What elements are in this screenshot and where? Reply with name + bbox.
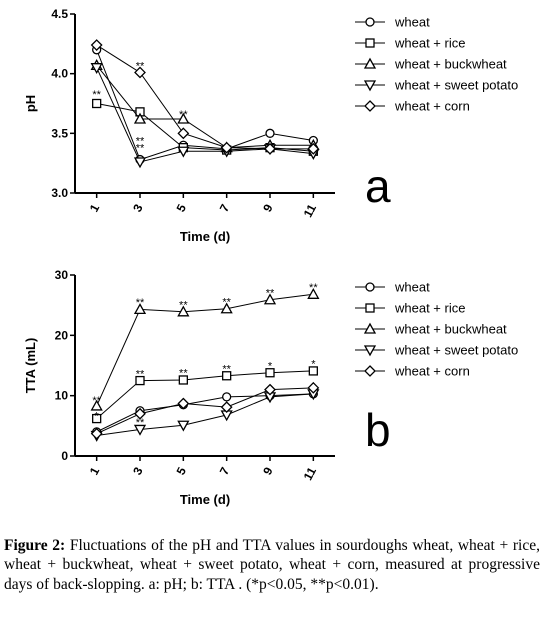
significance-label-a: ** (92, 89, 101, 101)
significance-label-b: ** (136, 417, 145, 429)
series-line-wheat (97, 394, 314, 432)
x-tick-label-a: 11 (301, 202, 319, 220)
series-wheat-buckwheat-a (92, 60, 319, 151)
panel-label-a: a (365, 160, 391, 212)
data-point-wheat (266, 129, 274, 137)
x-tick-label-a: 5 (173, 202, 189, 215)
legend-label-wheat-sweet-potato: wheat + sweet potato (394, 78, 518, 93)
series-wheat-b (93, 390, 318, 436)
legend-label-wheat-rice: wheat + rice (394, 301, 465, 316)
y-axis-label-b: TTA (mL) (23, 338, 38, 394)
significance-label-b: ** (222, 297, 231, 309)
series-line-wheat-sweet-potato (97, 394, 314, 436)
series-wheat-buckwheat-b (92, 289, 319, 410)
significance-label-b: ** (179, 368, 188, 380)
series-wheat-corn-a (92, 40, 319, 154)
y-tick-label-a: 4.5 (51, 7, 68, 21)
significance-label-a: ** (179, 109, 188, 121)
legend-label-wheat-buckwheat: wheat + buckwheat (394, 322, 507, 337)
x-tick-label-a: 7 (217, 202, 233, 215)
legend-marker-wheat (366, 18, 374, 26)
significance-label-b: * (95, 411, 100, 423)
significance-label-b: * (311, 359, 316, 371)
x-tick-label-b: 3 (130, 465, 146, 478)
x-tick-label-a: 1 (87, 202, 103, 215)
legend-label-wheat-corn: wheat + corn (394, 99, 470, 114)
data-point-wheat (223, 393, 231, 401)
x-tick-label-b: 9 (260, 465, 276, 478)
x-tick-label-a: 9 (260, 202, 276, 215)
legend-marker-wheat (366, 283, 374, 291)
x-axis-label-b: Time (d) (180, 492, 230, 507)
y-axis-label-a: pH (23, 95, 38, 112)
significance-label-b: ** (92, 395, 101, 407)
x-tick-label-b: 7 (217, 465, 233, 478)
x-axis-label-a: Time (d) (180, 229, 230, 244)
significance-label-a: ** (136, 143, 145, 155)
series-line-wheat-rice (97, 104, 314, 152)
y-tick-label-b: 10 (55, 389, 69, 403)
panel-label-b: b (365, 404, 391, 456)
significance-label-b: * (268, 361, 273, 373)
x-tick-label-b: 11 (301, 465, 319, 483)
legend-marker-wheat-rice (366, 39, 374, 47)
legend-label-wheat-buckwheat: wheat + buckwheat (394, 57, 507, 72)
significance-label-b: ** (136, 297, 145, 309)
series-wheat-corn-b (92, 383, 319, 439)
caption-text: Fluctuations of the pH and TTA values in… (4, 537, 540, 593)
legend-label-wheat-rice: wheat + rice (394, 36, 465, 51)
y-tick-label-b: 30 (55, 268, 69, 282)
series-line-wheat-sweet-potato (97, 68, 314, 162)
y-tick-label-b: 20 (55, 328, 69, 342)
significance-label-b: ** (309, 282, 318, 294)
legend-marker-wheat-corn (365, 101, 375, 111)
y-tick-label-b: 0 (61, 449, 68, 463)
caption-label: Figure 2: (4, 537, 65, 554)
series-line-wheat (97, 50, 314, 160)
significance-label-a: ** (136, 60, 145, 72)
legend-label-wheat-sweet-potato: wheat + sweet potato (394, 343, 518, 358)
x-tick-label-b: 5 (173, 465, 189, 478)
figure-caption: Figure 2: Fluctuations of the pH and TTA… (4, 536, 540, 594)
legend-label-wheat: wheat (394, 15, 430, 30)
legend-marker-wheat-rice (366, 304, 374, 312)
x-tick-label-a: 3 (130, 202, 146, 215)
y-tick-label-a: 4.0 (51, 67, 68, 81)
series-line-wheat-corn (97, 388, 314, 434)
significance-label-b: ** (266, 287, 275, 299)
significance-label-b: ** (179, 300, 188, 312)
y-tick-label-a: 3.0 (51, 186, 68, 200)
series-wheat-sweet-potato-b (92, 390, 319, 441)
y-tick-label-a: 3.5 (51, 126, 68, 140)
data-point-wheat-corn (178, 128, 188, 138)
legend-marker-wheat-corn (365, 366, 375, 376)
x-tick-label-b: 1 (87, 465, 103, 478)
significance-label-b: ** (222, 364, 231, 376)
significance-label-b: ** (136, 368, 145, 380)
series-wheat-sweet-potato-a (92, 64, 319, 167)
legend-label-wheat: wheat (394, 280, 430, 295)
legend-label-wheat-corn: wheat + corn (394, 364, 470, 379)
